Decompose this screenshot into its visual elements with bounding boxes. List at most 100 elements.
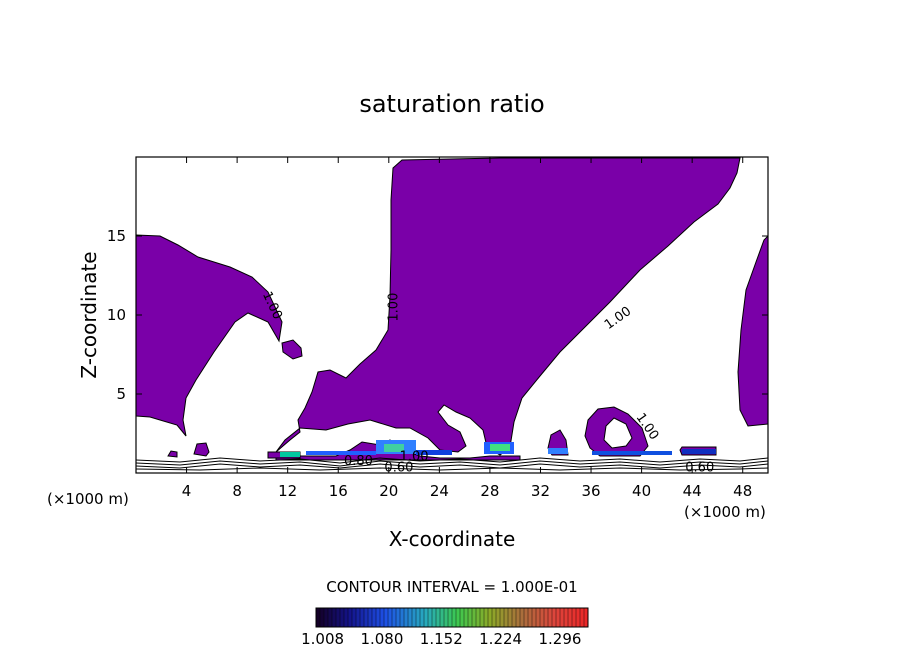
colorbar-cell xyxy=(552,608,557,627)
x-tick-label: 16 xyxy=(329,482,348,500)
colorbar-cell xyxy=(400,608,405,627)
region-left xyxy=(136,234,283,437)
surface-contours xyxy=(136,457,768,471)
contour-label: 0.80 xyxy=(344,454,373,469)
colorbar-tick-label: 1.080 xyxy=(360,630,403,648)
colorbar-cell xyxy=(500,608,505,627)
colorbar-cell xyxy=(532,608,537,627)
contour-line xyxy=(136,460,768,467)
colorbar-cell xyxy=(384,608,389,627)
colorbar-cell xyxy=(332,608,337,627)
colorbar-cell xyxy=(356,608,361,627)
region-left-blob xyxy=(281,339,303,360)
colorbar-cell xyxy=(328,608,333,627)
colorbar-cell xyxy=(560,608,565,627)
colorbar-cell xyxy=(368,608,373,627)
y-axis-ticks: 5 10 15 xyxy=(107,227,768,403)
colorbar-cell xyxy=(404,608,409,627)
contour-line xyxy=(136,457,768,464)
x-tick-label: 36 xyxy=(581,482,600,500)
colorbar-cell xyxy=(584,608,589,627)
colorbar-ticks: 1.008 1.080 1.152 1.224 1.296 xyxy=(301,630,581,648)
colorbar-cell xyxy=(476,608,481,627)
colorbar-cell xyxy=(492,608,497,627)
x-unit-note-right: (×1000 m) xyxy=(684,503,766,521)
colorbar-cell xyxy=(392,608,397,627)
y-tick-label: 5 xyxy=(116,385,126,403)
colorbar-cell xyxy=(512,608,517,627)
colorbar-cell xyxy=(352,608,357,627)
colorbar-cell xyxy=(456,608,461,627)
colorbar-tick-label: 1.296 xyxy=(538,630,581,648)
colorbar-cell xyxy=(320,608,325,627)
supersaturated-regions xyxy=(136,157,768,461)
colorbar-cell xyxy=(520,608,525,627)
colorbar-cell xyxy=(504,608,509,627)
colorbar-cell xyxy=(536,608,541,627)
colorbar-cell xyxy=(340,608,345,627)
colorbar-cell xyxy=(448,608,453,627)
x-axis-label: X-coordinate xyxy=(389,527,516,551)
colorbar-cell xyxy=(408,608,413,627)
y-tick-label: 15 xyxy=(107,227,126,245)
band xyxy=(548,448,568,454)
colorbar-cell xyxy=(344,608,349,627)
region-small-c xyxy=(167,450,178,458)
colorbar-cell xyxy=(480,608,485,627)
band xyxy=(384,444,404,452)
colorbar-cell xyxy=(468,608,473,627)
colorbar-cell xyxy=(508,608,513,627)
colorbar-cell xyxy=(324,608,329,627)
x-axis-ticks: 4 8 12 16 20 24 28 32 36 40 44 48 xyxy=(182,157,752,500)
x-tick-label: 8 xyxy=(232,482,242,500)
x-tick-label: 28 xyxy=(480,482,499,500)
band xyxy=(592,451,672,455)
contour-label: 1.00 xyxy=(602,304,634,333)
colorbar-tick-label: 1.152 xyxy=(420,630,463,648)
colorbar-cell xyxy=(380,608,385,627)
band xyxy=(682,449,716,454)
colorbar-cell xyxy=(540,608,545,627)
colorbar-cell xyxy=(572,608,577,627)
band xyxy=(280,452,300,457)
colorbar-cell xyxy=(372,608,377,627)
x-tick-label: 20 xyxy=(379,482,398,500)
x-tick-label: 40 xyxy=(632,482,651,500)
colorbar-cell xyxy=(376,608,381,627)
colorbar-cell xyxy=(432,608,437,627)
x-unit-note-left: (×1000 m) xyxy=(47,490,129,508)
band xyxy=(416,450,452,455)
colorbar-cell xyxy=(428,608,433,627)
colorbar-cell xyxy=(556,608,561,627)
colorbar-cell xyxy=(388,608,393,627)
colorbar-cell xyxy=(580,608,585,627)
colorbar-cell xyxy=(568,608,573,627)
colorbar-cell xyxy=(576,608,581,627)
y-axis-label: Z-coordinate xyxy=(77,251,101,378)
x-tick-label: 4 xyxy=(182,482,192,500)
x-tick-label: 48 xyxy=(733,482,752,500)
x-tick-label: 32 xyxy=(531,482,550,500)
x-tick-label: 44 xyxy=(683,482,702,500)
colorbar-cell xyxy=(488,608,493,627)
contour-line xyxy=(136,467,768,471)
band xyxy=(490,444,510,451)
colorbar-cell xyxy=(524,608,529,627)
colorbar-cell xyxy=(548,608,553,627)
colorbar-cell xyxy=(420,608,425,627)
colorbar-cell xyxy=(528,608,533,627)
colorbar-cell xyxy=(460,608,465,627)
high-ratio-bands xyxy=(280,440,716,457)
colorbar xyxy=(315,608,589,627)
colorbar-cell xyxy=(472,608,477,627)
band xyxy=(306,451,376,455)
x-tick-label: 12 xyxy=(278,482,297,500)
chart-title: saturation ratio xyxy=(359,90,544,118)
colorbar-cell xyxy=(564,608,569,627)
colorbar-cell xyxy=(484,608,489,627)
colorbar-cell xyxy=(416,608,421,627)
colorbar-tick-label: 1.008 xyxy=(301,630,344,648)
colorbar-cell xyxy=(436,608,441,627)
colorbar-cell xyxy=(452,608,457,627)
colorbar-tick-label: 1.224 xyxy=(479,630,522,648)
